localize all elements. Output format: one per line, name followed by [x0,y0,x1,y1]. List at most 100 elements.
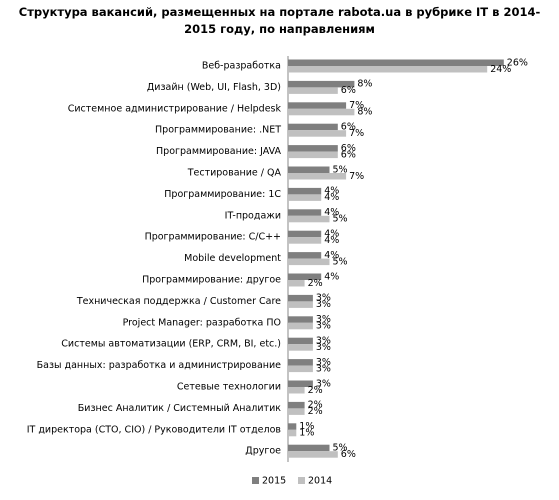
category-label: Дизайн (Web, UI, Flash, 3D) [147,82,281,93]
legend-swatch [298,477,305,484]
category-label: Сетевые технологии [177,382,281,393]
value-label: 5% [333,164,348,175]
value-label: 2% [308,385,323,396]
value-label: 6% [341,143,356,154]
category-label: Тестирование / QA [187,168,282,179]
bar [288,230,322,238]
bar [288,365,313,373]
bar [288,130,347,137]
bar [288,451,338,458]
bar [288,258,330,266]
bar [288,444,330,452]
bar [288,237,322,244]
category-label: Программирование: 1С [164,189,281,200]
value-label: 24% [490,64,511,75]
bar [288,280,305,287]
legend-swatch [252,477,259,484]
value-label: 3% [316,335,331,346]
value-label: 6% [341,449,356,460]
category-label: Системы автоматизации (ERP, CRM, BI, etc… [61,339,281,350]
bar [288,423,297,430]
value-label: 3% [316,357,331,368]
legend-label: 2014 [308,476,332,487]
value-label: 4% [324,235,339,246]
bar [288,429,297,437]
bar [288,145,338,152]
value-label: 7% [349,100,364,111]
value-label: 2% [308,406,323,417]
value-label: 4% [324,228,339,239]
value-label: 26% [507,57,528,68]
value-label: 3% [316,299,331,310]
bar [288,408,305,415]
bar [288,252,322,259]
bar [288,380,313,387]
bar [288,316,313,323]
value-label: 2% [308,400,323,411]
value-label: 3% [316,321,331,332]
category-label: Другое [245,446,281,457]
bar [288,215,330,223]
chart-title: Структура вакансий, размещенных на порта… [18,5,541,36]
value-label: 3% [316,363,331,374]
value-label: 3% [316,342,331,353]
bar [288,294,313,302]
value-label: 3% [316,293,331,304]
bar [288,344,313,351]
value-label: 3% [316,314,331,325]
category-label: Программирование: C/C++ [145,232,281,243]
value-label: 2% [308,278,323,289]
category-label: Программирование: другое [142,275,281,286]
value-label: 6% [341,85,356,96]
value-label: 1% [299,428,314,439]
value-label: 3% [316,378,331,389]
bar [288,80,355,88]
category-label: Техническая поддержка / Customer Care [76,296,281,307]
bar [288,108,355,116]
bar [288,359,313,366]
value-label: 5% [333,214,348,225]
value-label: 4% [324,271,339,282]
bar [288,166,330,173]
bar [288,102,347,109]
category-label: IT директора (CTO, CIO) / Руководители I… [27,424,282,435]
value-label: 6% [341,121,356,132]
value-label: 4% [324,192,339,203]
bar [288,301,313,308]
bar [288,66,488,73]
bar [288,401,305,409]
value-label: 4% [324,207,339,218]
value-label: 8% [357,107,372,118]
value-label: 7% [349,128,364,139]
category-label: Mobile development [184,253,281,264]
bar [288,123,338,131]
value-label: 7% [349,171,364,182]
value-label: 4% [324,186,339,197]
bar [288,151,338,159]
value-label: 1% [299,421,314,432]
category-label: Системное администрирование / Helpdesk [68,103,282,114]
bar [288,273,322,280]
value-label: 5% [333,256,348,267]
bar [288,59,504,66]
legend-label: 2015 [262,476,286,487]
category-label: Программирование: .NET [155,125,281,136]
category-label: Бизнес Аналитик / Системный Аналитик [78,403,281,414]
bar [288,337,313,345]
bar [288,173,347,180]
value-label: 4% [324,250,339,261]
category-label: Project Manager: разработка ПО [123,317,281,328]
bar [288,187,322,195]
category-label: Веб-разработка [202,61,281,72]
category-label: Программирование: JAVA [156,146,281,157]
bar [288,322,313,330]
value-label: 8% [357,79,372,90]
category-label: Базы данных: разработка и администрирова… [37,360,282,371]
value-label: 5% [333,442,348,453]
bar [288,209,322,216]
bar [288,387,305,394]
value-label: 6% [341,149,356,160]
bar [288,87,338,94]
